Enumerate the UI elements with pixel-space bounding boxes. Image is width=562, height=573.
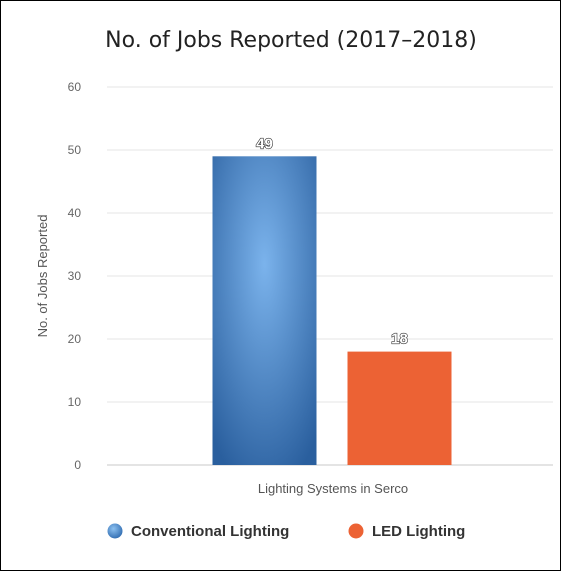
y-axis-label: No. of Jobs Reported — [35, 215, 50, 338]
legend-marker — [107, 523, 123, 539]
y-tick-label: 40 — [68, 206, 82, 220]
bar-led-lighting[interactable] — [347, 351, 452, 465]
bar-conventional-lighting[interactable] — [212, 156, 317, 466]
x-category-label: Lighting Systems in Serco — [258, 481, 408, 496]
data-label: 49 — [256, 135, 273, 152]
y-tick-label: 20 — [68, 332, 82, 346]
data-labels: 49 18 — [256, 135, 409, 349]
legend-item[interactable]: LED Lighting — [372, 523, 465, 540]
y-tick-label: 30 — [68, 269, 82, 283]
legend: Conventional Lighting LED Lighting — [107, 523, 465, 540]
chart-title: No. of Jobs Reported (2017–2018) — [105, 28, 477, 53]
legend-marker — [348, 523, 364, 539]
y-tick-label: 10 — [68, 395, 82, 409]
y-tick-label: 60 — [68, 80, 82, 94]
grid-lines: 0 10 20 30 40 50 60 Lighting Systems in Serco — [68, 80, 553, 496]
y-tick-label: 50 — [68, 143, 82, 157]
legend-item[interactable]: Conventional Lighting — [131, 523, 289, 540]
bars — [212, 156, 452, 466]
y-tick-label: 0 — [74, 458, 81, 472]
data-label: 18 — [391, 331, 408, 348]
